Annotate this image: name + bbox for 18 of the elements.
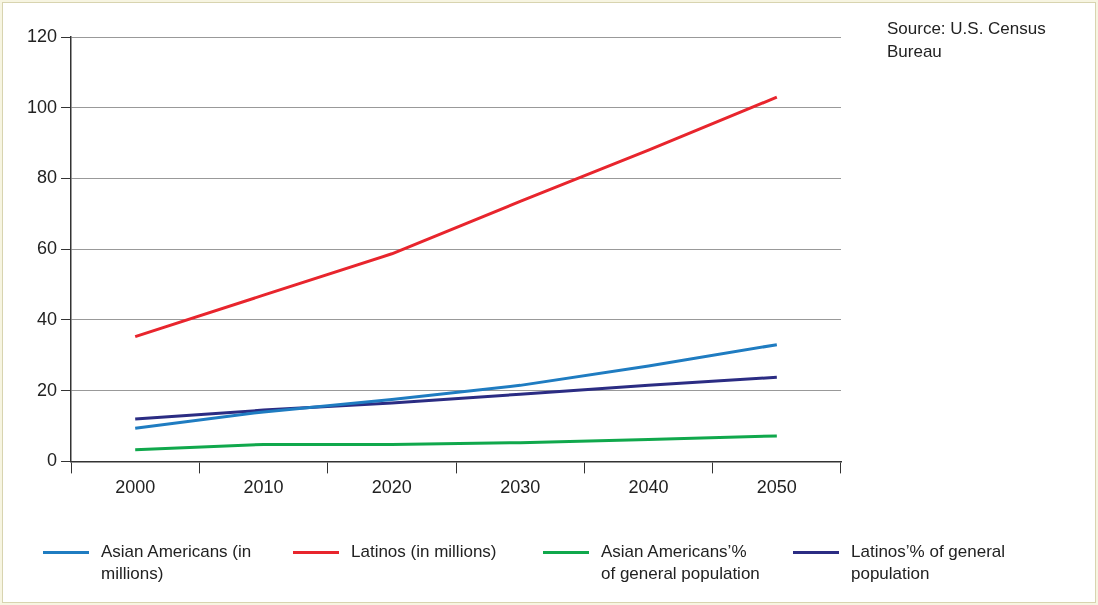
x-tick-label: 2000 [115, 477, 156, 498]
y-tick-label: 100 [26, 96, 58, 117]
x-tick-label: 2010 [243, 477, 284, 498]
x-tick-label: 2050 [756, 477, 797, 498]
y-tick-label: 40 [37, 308, 58, 329]
source-note: Source: U.S. Census Bureau [887, 18, 1047, 63]
legend-label: Asian Americans (in millions) [101, 541, 253, 585]
y-tick-label: 20 [37, 379, 58, 400]
legend-label: Latinos (in millions) [351, 541, 498, 563]
x-tick-label: 2030 [500, 477, 541, 498]
legend-label: Latinos’% of general population [851, 541, 1007, 585]
y-tick-label: 80 [37, 167, 58, 188]
x-tick-label: 2040 [628, 477, 669, 498]
y-tick-label: 0 [47, 450, 58, 471]
y-tick-label: 120 [26, 25, 58, 46]
x-tick-label: 2020 [371, 477, 412, 498]
y-tick-label: 60 [37, 238, 58, 259]
legend-label: Asian Americans’% of general population [601, 541, 761, 585]
